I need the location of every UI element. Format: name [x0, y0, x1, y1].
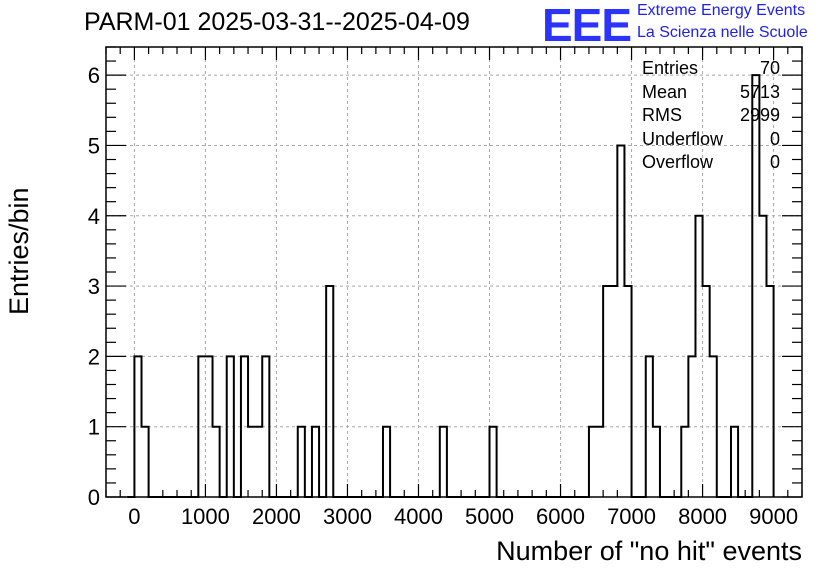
y-tick-label: 1: [88, 415, 100, 440]
histogram-bin: [198, 356, 205, 497]
stats-value: 0: [769, 128, 780, 149]
stats-row-overflow: Overflow 0: [640, 152, 780, 176]
stats-key: Mean: [642, 81, 688, 102]
stats-box: Entries 70 Mean 5713 RMS 2999 Underflow …: [640, 58, 780, 176]
histogram-bin: [766, 286, 773, 497]
histogram-bin: [688, 356, 695, 497]
stats-value: 5713: [739, 81, 780, 102]
histogram-bin: [383, 427, 390, 497]
x-tick-label: 9000: [749, 504, 798, 529]
stats-value: 70: [759, 58, 780, 78]
logo-line-1: Extreme Energy Events: [637, 2, 806, 19]
histogram-bin: [624, 286, 631, 497]
x-tick-label: 0: [128, 504, 140, 529]
stats-value: 2999: [739, 105, 780, 125]
x-tick-label: 3000: [323, 504, 372, 529]
histogram-bin: [617, 145, 624, 497]
y-axis-label: Entries/bin: [4, 187, 34, 315]
histogram-bin: [603, 286, 610, 497]
histogram-bin: [703, 286, 710, 497]
histogram-bin: [610, 286, 617, 497]
histogram-bin: [731, 427, 738, 497]
stats-key: Entries: [642, 58, 699, 78]
x-tick-label: 6000: [536, 504, 585, 529]
histogram-bin: [298, 427, 305, 497]
histogram-bin: [589, 427, 596, 497]
logo-line-2: La Scienza nelle Scuole: [637, 24, 808, 41]
histogram-bin: [134, 356, 141, 497]
histogram-bin: [653, 427, 660, 497]
histogram-bin: [596, 427, 603, 497]
x-tick-label: 8000: [678, 504, 727, 529]
histogram-bin: [142, 427, 149, 497]
stats-row-mean: Mean 5713: [640, 82, 780, 106]
stats-row-entries: Entries 70: [640, 58, 780, 82]
histogram-bin: [255, 427, 262, 497]
stats-key: Overflow: [642, 152, 714, 172]
stats-key: RMS: [642, 105, 682, 125]
stats-row-underflow: Underflow 0: [640, 129, 780, 153]
histogram-bin: [248, 427, 255, 497]
histogram-bin: [205, 356, 212, 497]
histogram-bin: [262, 356, 269, 497]
y-tick-label: 2: [88, 344, 100, 369]
stats-value: 0: [769, 152, 780, 172]
x-tick-label: 1000: [181, 504, 230, 529]
histogram-bin: [695, 216, 702, 497]
histogram-bin: [326, 286, 333, 497]
stats-key: Underflow: [642, 128, 724, 149]
y-tick-label: 6: [88, 63, 100, 88]
x-axis-label: Number of "no hit" events: [496, 536, 802, 566]
x-tick-label: 4000: [394, 504, 443, 529]
histogram-bin: [213, 427, 220, 497]
x-tick-label: 5000: [465, 504, 514, 529]
histogram-bin: [440, 427, 447, 497]
x-tick-label: 7000: [607, 504, 656, 529]
stats-row-rms: RMS 2999: [640, 105, 780, 129]
y-tick-label: 3: [88, 274, 100, 299]
x-tick-label: 2000: [252, 504, 301, 529]
chart-title: PARM-01 2025-03-31--2025-04-09: [84, 8, 470, 36]
eee-logo: EEE: [542, 0, 632, 51]
histogram-bin: [227, 356, 234, 497]
y-tick-label: 4: [88, 204, 100, 229]
histogram-bin: [312, 427, 319, 497]
y-tick-label: 0: [88, 485, 100, 510]
histogram-bin: [710, 356, 717, 497]
histogram-bin: [241, 356, 248, 497]
histogram-bin: [759, 216, 766, 497]
y-tick-label: 5: [88, 133, 100, 158]
histogram-bin: [681, 427, 688, 497]
histogram-bin: [646, 356, 653, 497]
histogram-bin: [490, 427, 497, 497]
